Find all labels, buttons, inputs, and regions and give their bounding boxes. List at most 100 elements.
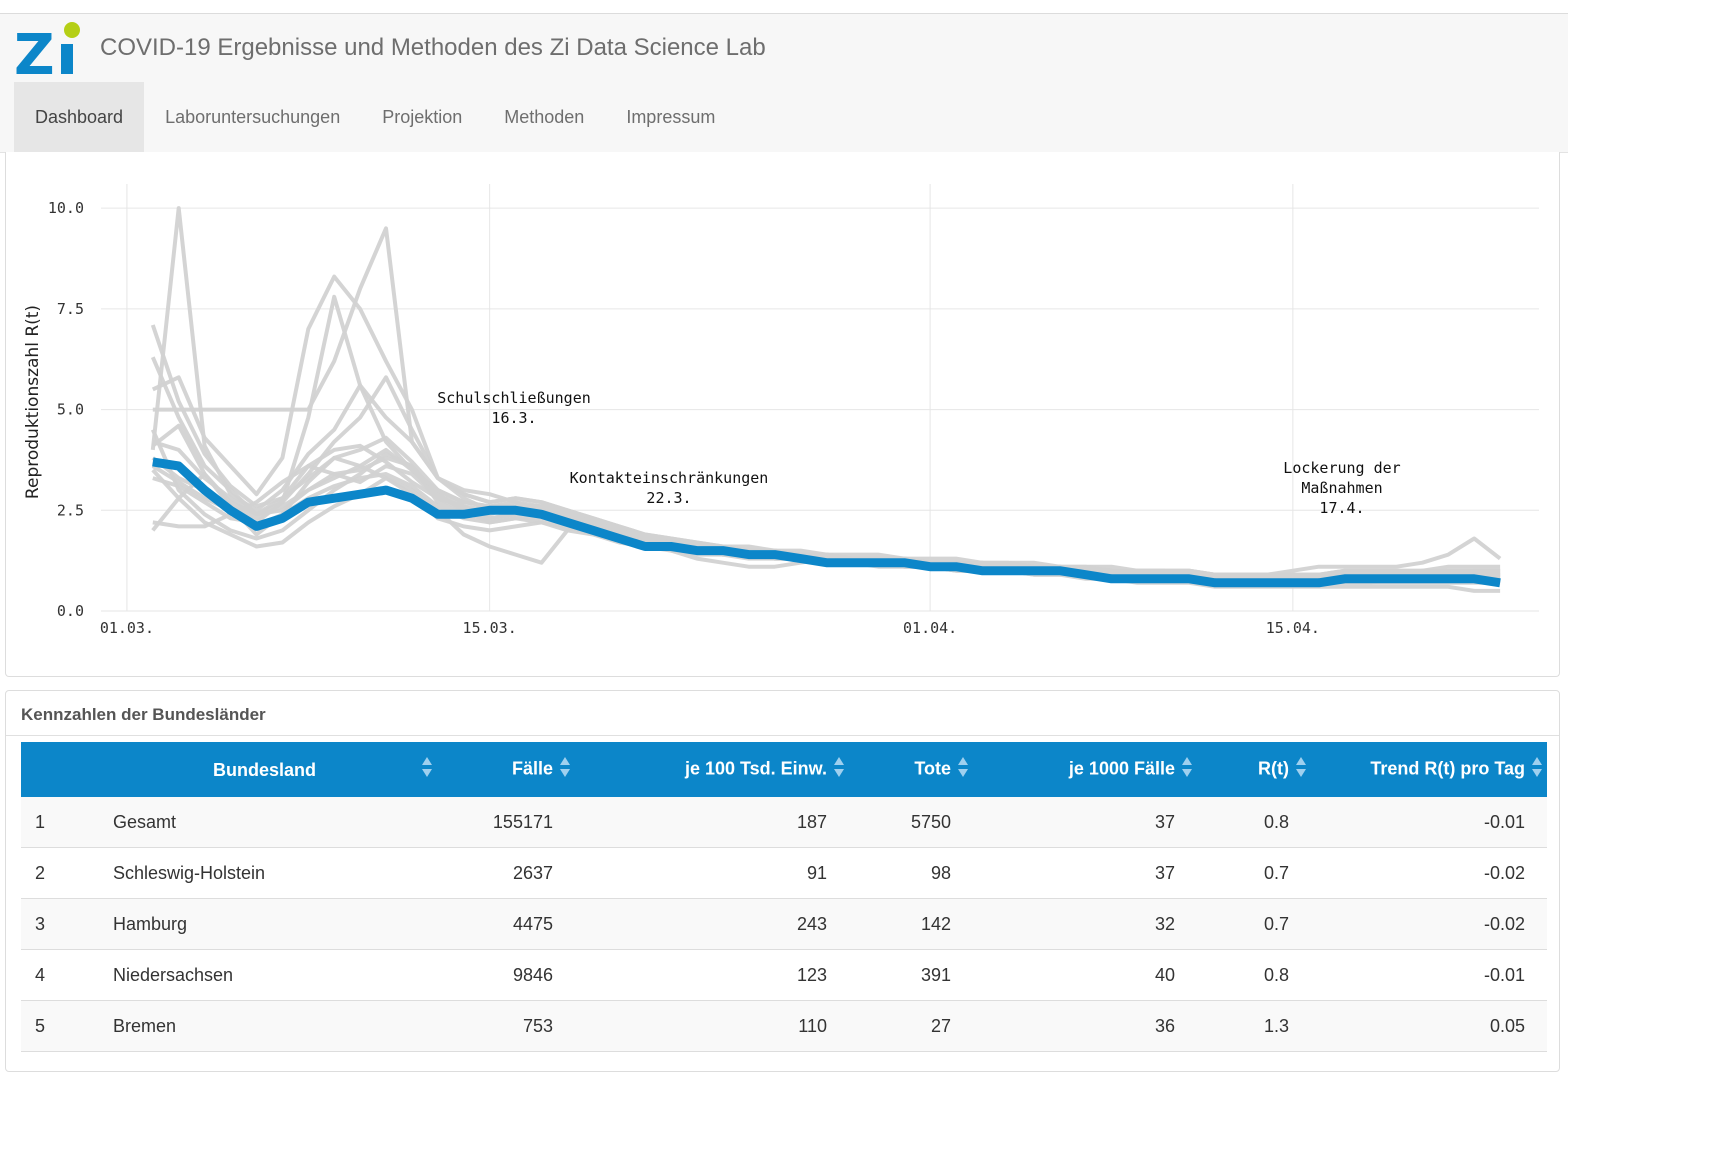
browser-top-strip [0,0,1568,14]
col-header-faelle[interactable]: Fälle [441,742,575,797]
tab-impressum[interactable]: Impressum [626,107,716,127]
tab-projektion[interactable]: Projektion [382,107,463,127]
cell-rt: 0.7 [1197,847,1311,899]
table-title: Kennzahlen der Bundesländer [21,705,266,724]
annotation: Schulschließungen 16.3. [437,389,591,427]
cell-je1000faelle: 36 [973,1000,1197,1052]
cell-je1000faelle: 32 [973,898,1197,950]
col-header-label: je 1000 Fälle [1068,758,1175,779]
cell-index: 2 [21,847,113,899]
annotation-text: Schulschließungen [437,389,591,407]
cell-faelle: 9846 [441,949,575,1001]
chart-panel: 0.0 2.5 5.0 7.5 10.0 01.03. 15.03. 01.04. 15.04… [5,152,1560,677]
col-header-index[interactable] [21,742,113,797]
col-header-rt[interactable]: R(t) [1197,742,1311,797]
rt-line-chart: 0.0 2.5 5.0 7.5 10.0 01.03. 15.03. 01.04. 15.04… [23,184,1539,637]
cell-faelle: 2637 [441,847,575,899]
cell-bundesland: Schleswig-Holstein [113,847,441,899]
series-line-state [150,206,1501,577]
annotation-text: Maßnahmen [1301,479,1382,497]
cell-index: 5 [21,1000,113,1052]
cell-bundesland: Bremen [113,1000,441,1052]
cell-index: 1 [21,797,113,848]
cell-tote: 98 [849,847,973,899]
y-tick-label: 2.5 [57,501,84,519]
x-tick-label: 01.04. [903,619,957,637]
annotation-text: Lockerung der [1283,459,1400,477]
col-header-label: Trend R(t) pro Tag [1370,758,1525,779]
cell-trend: -0.02 [1311,898,1547,950]
y-axis-label: Reproduktionszahl R(t) [23,305,43,499]
sort-icon [421,756,433,783]
annotation: Lockerung der Maßnahmen 17.4. [1283,459,1400,517]
cell-trend: -0.01 [1311,949,1547,1001]
cell-tote: 142 [849,898,973,950]
col-header-label: Bundesland [213,760,317,780]
annotation-text: 22.3. [646,489,691,507]
series-line-state [151,274,1501,581]
cell-je100tsd: 110 [575,1000,849,1052]
cell-bundesland: Niedersachsen [113,949,441,1001]
y-tick-label: 7.5 [57,300,84,318]
tab-methoden[interactable]: Methoden [504,107,585,127]
state-series-lines [150,206,1502,593]
col-header-je1000faelle[interactable]: je 1000 Fälle [973,742,1197,797]
col-header-bundesland[interactable]: Bundesland [113,742,441,797]
cell-tote: 391 [849,949,973,1001]
tab-dashboard[interactable]: Dashboard [14,82,145,152]
x-tick-label: 15.03. [463,619,517,637]
cell-je1000faelle: 40 [973,949,1197,1001]
sort-icon [833,756,845,783]
cell-je100tsd: 91 [575,847,849,899]
col-header-tote[interactable]: Tote [849,742,973,797]
table-row[interactable]: 4 Niedersachsen 9846 123 391 40 0.8 -0.01 [21,949,1547,1001]
chart-annotations: Schulschließungen 16.3. Kontakteinschränku… [437,389,1400,517]
cell-je100tsd: 123 [575,949,849,1001]
annotation-text: 17.4. [1319,499,1364,517]
sort-icon [1295,756,1307,783]
svg-text:Z: Z [14,23,55,76]
cell-tote: 27 [849,1000,973,1052]
col-header-label: je 100 Tsd. Einw. [684,758,827,779]
table-row[interactable]: 5 Bremen 753 110 27 36 1.3 0.05 [21,1000,1547,1052]
series-line-gesamt [152,457,1501,588]
cell-bundesland: Hamburg [113,898,441,950]
cell-index: 4 [21,949,113,1001]
x-tick-label: 15.04. [1266,619,1320,637]
series-line-state [152,226,1501,581]
cell-rt: 1.3 [1197,1000,1311,1052]
cell-faelle: 753 [441,1000,575,1052]
cell-je100tsd: 187 [575,797,849,848]
col-header-label: Tote [914,758,951,779]
series-line-state [150,294,1501,581]
col-header-trend[interactable]: Trend R(t) pro Tag [1311,742,1547,797]
cell-trend: 0.05 [1311,1000,1547,1052]
x-tick-label: 01.03. [100,619,154,637]
cell-je1000faelle: 37 [973,797,1197,848]
app-title: COVID-19 Ergebnisse und Methoden des Zi … [100,34,766,61]
cell-index: 3 [21,898,113,950]
table-panel: Kennzahlen der Bundesländer Bundesland F… [5,690,1560,1072]
bundeslaender-table: Bundesland Fälle je 100 Tsd. Einw. Tote … [21,742,1547,1052]
cell-bundesland: Gesamt [113,797,441,848]
y-axis: 0.0 2.5 5.0 7.5 10.0 [48,199,84,620]
table-row[interactable]: 3 Hamburg 4475 243 142 32 0.7 -0.02 [21,898,1547,950]
y-tick-label: 0.0 [57,602,84,620]
annotation-text: 16.3. [491,409,536,427]
col-header-je100tsd[interactable]: je 100 Tsd. Einw. [575,742,849,797]
nav-tabs: Dashboard Laboruntersuchungen Projektion… [14,82,736,152]
cell-je100tsd: 243 [575,898,849,950]
sort-icon [957,756,969,783]
tab-laboruntersuchungen[interactable]: Laboruntersuchungen [165,107,341,127]
col-header-label: Fälle [511,758,553,779]
cell-rt: 0.7 [1197,898,1311,950]
table-row[interactable]: 1 Gesamt 155171 187 5750 37 0.8 -0.01 [21,797,1547,848]
cell-trend: -0.02 [1311,847,1547,899]
zi-logo: Z [14,22,80,76]
y-tick-label: 10.0 [48,199,84,217]
x-axis: 01.03. 15.03. 01.04. 15.04. [100,619,1320,637]
cell-faelle: 4475 [441,898,575,950]
col-header-label: R(t) [1258,758,1289,779]
app-header: Z COVID-19 Ergebnisse und Methoden des Z… [0,14,1568,153]
table-row[interactable]: 2 Schleswig-Holstein 2637 91 98 37 0.7 -0.02 [21,847,1547,899]
